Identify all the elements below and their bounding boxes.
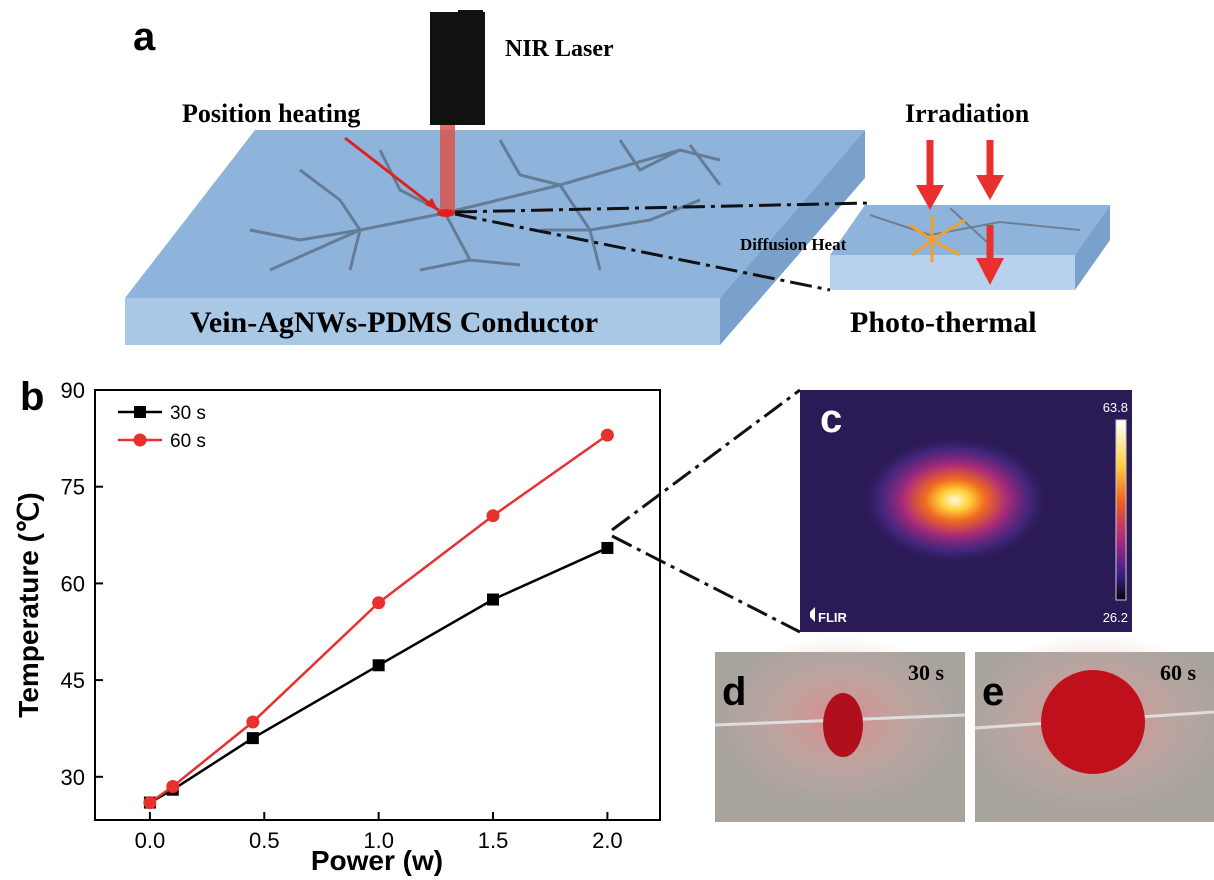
red-spot <box>1041 670 1145 774</box>
zoom-line <box>454 212 831 292</box>
conductor-label: Vein-AgNWs-PDMS Conductor <box>190 306 598 339</box>
laser-beam <box>440 125 455 213</box>
small-slab-top <box>830 205 1110 255</box>
max-label: 63.8 <box>1103 400 1128 415</box>
hot-spot <box>860 435 1050 565</box>
legend-label: 30 s <box>170 403 206 424</box>
red-spot <box>823 693 863 757</box>
y-tick-label: 60 <box>61 571 85 596</box>
panel-label: a <box>133 15 156 59</box>
x-tick-label: 2.0 <box>592 828 623 853</box>
slab-side <box>720 130 865 345</box>
plot-frame <box>94 389 661 821</box>
irradiation-arrows <box>916 140 1004 285</box>
pointer-label: Position heating <box>182 99 360 128</box>
zoom-line <box>454 201 871 214</box>
marker <box>600 428 614 442</box>
series-line <box>149 434 609 804</box>
x-tick-label: 1.5 <box>478 828 509 853</box>
y-axis-title: Temperature (℃) <box>13 492 44 717</box>
y-tick-label: 45 <box>61 668 85 693</box>
panel-label: e <box>982 670 1004 714</box>
brand-label: FLIR <box>818 610 847 625</box>
x-tick-label: 0.5 <box>249 828 280 853</box>
marker <box>246 732 259 745</box>
panel-d: d 30 s <box>714 635 966 822</box>
marker <box>246 715 260 729</box>
panel-a: a NIR Laser Position heating Irradiation… <box>125 10 1110 345</box>
series-line <box>149 546 608 804</box>
panel-label: d <box>722 670 746 714</box>
heat-spot <box>437 209 455 217</box>
marker <box>372 659 385 672</box>
marker <box>487 593 500 606</box>
small-slab-front <box>830 255 1075 290</box>
diffusion-arrows <box>909 215 966 262</box>
min-label: 26.2 <box>1103 610 1128 625</box>
panel-e: e 60 s <box>965 632 1214 822</box>
marker <box>143 796 157 810</box>
time-label: 30 s <box>908 660 945 685</box>
y-tick-label: 30 <box>61 765 85 790</box>
y-tick-label: 90 <box>61 378 85 403</box>
time-label: 60 s <box>1160 660 1197 685</box>
slab-top <box>125 130 865 298</box>
panel-label: b <box>20 375 44 419</box>
brand-icon <box>810 607 815 622</box>
color-bar <box>1115 419 1127 601</box>
panel-b: b Power (w) Temperature (℃) 30 45 60 75 90 0.… <box>13 375 661 876</box>
x-tick-label: 0.0 <box>135 828 166 853</box>
panel-c: c 63.8 26.2 FLIR <box>611 388 1132 634</box>
marker <box>601 541 614 554</box>
x-tick-label: 1.0 <box>363 828 394 853</box>
irradiation-label: Irradiation <box>905 99 1030 128</box>
zoom-line <box>611 534 801 634</box>
legend-marker <box>134 406 146 418</box>
marker <box>166 779 180 793</box>
effect-label: Photo-thermal <box>850 306 1037 339</box>
legend-label: 60 s <box>170 431 206 452</box>
marker <box>486 509 500 523</box>
panel-label: c <box>820 397 842 441</box>
marker <box>372 596 386 610</box>
arrow-head <box>425 198 438 210</box>
laser-label: NIR Laser <box>505 36 614 62</box>
laser-body <box>430 12 485 125</box>
diffusion-label: Diffusion Heat <box>740 235 847 254</box>
small-slab-side <box>1075 205 1110 290</box>
slab-front <box>125 298 720 345</box>
y-tick-label: 75 <box>61 475 85 500</box>
x-axis-title: Power (w) <box>311 845 443 876</box>
veins <box>249 139 722 272</box>
legend-marker <box>133 433 147 447</box>
laser-cap <box>458 10 483 20</box>
pointer-arrow <box>344 136 439 212</box>
small-veins <box>869 207 1081 246</box>
zoom-line <box>611 388 801 532</box>
